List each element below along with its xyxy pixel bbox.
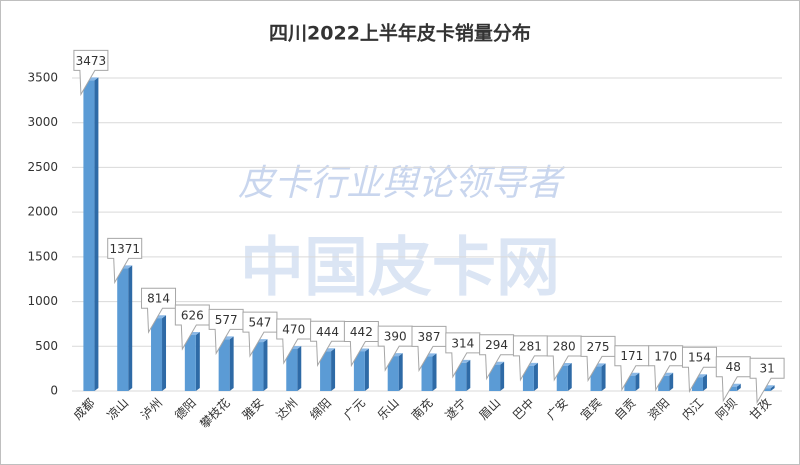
y-tick-label: 0 xyxy=(50,384,58,398)
bar-side xyxy=(466,359,471,391)
data-label: 170 xyxy=(654,349,677,363)
bar-side xyxy=(533,362,538,391)
data-label: 442 xyxy=(350,325,373,339)
bar-side xyxy=(162,315,167,391)
y-tick-label: 500 xyxy=(35,339,58,353)
bar-side xyxy=(364,348,369,391)
data-label: 154 xyxy=(688,351,711,365)
data-label-callout xyxy=(681,346,717,393)
bar xyxy=(353,351,365,391)
bar xyxy=(624,375,636,391)
y-tick-label: 3500 xyxy=(27,71,58,85)
data-label-callout xyxy=(107,237,143,285)
bar xyxy=(455,362,467,391)
bar-side xyxy=(736,383,741,391)
data-label: 547 xyxy=(248,316,271,330)
bar-side xyxy=(770,385,775,391)
data-label-callout xyxy=(141,287,177,334)
bar-side xyxy=(263,339,268,391)
bar-side xyxy=(229,336,234,391)
watermark: 中国皮卡网 xyxy=(240,232,560,306)
bar xyxy=(556,365,568,391)
bar-side xyxy=(635,372,640,391)
bar xyxy=(691,377,703,391)
bar-side xyxy=(432,353,437,391)
bar xyxy=(759,388,771,391)
bar-side xyxy=(94,77,99,391)
data-label: 1371 xyxy=(109,242,140,256)
bar xyxy=(286,348,298,391)
data-label: 814 xyxy=(147,292,170,306)
bar xyxy=(489,364,501,391)
bar xyxy=(151,318,163,391)
y-tick-label: 3000 xyxy=(27,115,58,129)
data-label-callout xyxy=(411,325,447,373)
y-tick-label: 1500 xyxy=(27,249,58,263)
bar xyxy=(184,335,196,391)
data-label: 444 xyxy=(316,325,339,339)
bar-side xyxy=(331,348,336,391)
data-label: 171 xyxy=(620,349,643,363)
bar-side xyxy=(128,265,133,391)
bar-side xyxy=(601,363,606,391)
bar xyxy=(421,356,433,391)
data-label-callout xyxy=(73,49,109,97)
data-label: 280 xyxy=(553,339,576,353)
bar xyxy=(387,356,399,391)
data-label-callout xyxy=(174,304,210,351)
data-label: 275 xyxy=(587,340,610,354)
data-label: 31 xyxy=(759,362,774,376)
data-label: 470 xyxy=(282,322,305,336)
data-label: 294 xyxy=(485,338,508,352)
bar xyxy=(590,366,602,391)
data-label: 48 xyxy=(726,360,741,374)
data-label: 390 xyxy=(384,330,407,344)
data-label-callout xyxy=(580,335,616,383)
data-label: 577 xyxy=(215,313,238,327)
data-label: 387 xyxy=(418,330,441,344)
bar xyxy=(83,80,95,391)
bar xyxy=(320,351,332,391)
bar-side xyxy=(195,332,200,391)
data-label: 626 xyxy=(181,309,204,323)
bar-side xyxy=(702,374,707,391)
data-label: 314 xyxy=(451,336,474,350)
chart-title: 四川2022上半年皮卡销量分布 xyxy=(269,22,531,45)
bar xyxy=(725,386,737,391)
y-tick-label: 1000 xyxy=(27,294,58,308)
bar-side xyxy=(669,372,674,391)
bar xyxy=(252,342,264,391)
bar-side xyxy=(398,353,403,391)
data-label-callout xyxy=(749,357,785,404)
data-label: 281 xyxy=(519,339,542,353)
data-label: 3473 xyxy=(76,54,107,68)
bar xyxy=(218,339,230,391)
data-label-callout xyxy=(343,320,379,368)
bar xyxy=(658,375,670,391)
bar-side xyxy=(297,345,302,391)
bar-side xyxy=(500,361,505,391)
bar xyxy=(117,268,129,391)
watermark: 皮卡行业舆论领导者 xyxy=(238,163,566,204)
bar-side xyxy=(567,362,572,391)
bar xyxy=(522,365,534,391)
data-label-callout xyxy=(242,311,278,358)
y-tick-label: 2000 xyxy=(27,205,58,219)
y-tick-label: 2500 xyxy=(27,160,58,174)
